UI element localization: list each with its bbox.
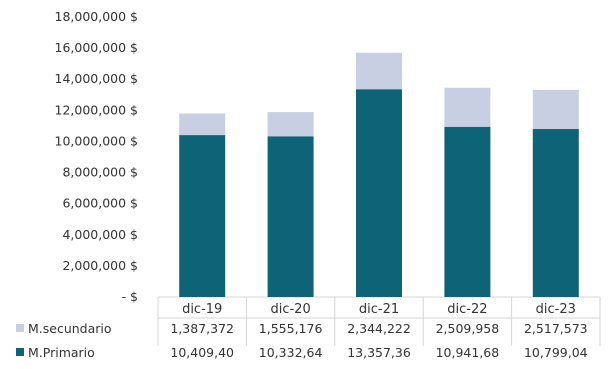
category-label: dic-21 bbox=[359, 302, 399, 317]
category-label: dic-20 bbox=[270, 302, 310, 317]
data-label: 10,409,40 bbox=[170, 345, 234, 360]
bar-secundario bbox=[444, 87, 491, 127]
y-axis: - $ 2,000,000 $ 4,000,000 $ 6,000,000 $ 8,00… bbox=[55, 9, 139, 304]
data-label: 1,555,176 bbox=[259, 321, 323, 336]
data-label: 2,509,958 bbox=[436, 321, 500, 336]
y-tick-label: 10,000,000 $ bbox=[55, 133, 139, 148]
legend-label: M.secundario bbox=[28, 321, 112, 336]
category-label: dic-22 bbox=[447, 302, 487, 317]
legend-label: M.Primario bbox=[28, 345, 95, 360]
bar-primario bbox=[267, 136, 314, 297]
bar-primario bbox=[179, 135, 226, 297]
data-label: 13,357,36 bbox=[347, 345, 411, 360]
data-label: 2,344,222 bbox=[347, 321, 411, 336]
bar-primario bbox=[444, 126, 491, 298]
y-tick-label: 12,000,000 $ bbox=[55, 102, 139, 117]
y-tick-label: 2,000,000 $ bbox=[62, 258, 138, 273]
bars bbox=[179, 52, 579, 298]
bar-secundario bbox=[532, 89, 579, 130]
data-label: 10,332,64 bbox=[259, 345, 323, 360]
bar-secundario bbox=[356, 52, 402, 90]
y-tick-label: 6,000,000 $ bbox=[62, 196, 138, 211]
data-label: 10,941,68 bbox=[436, 345, 500, 360]
legend-swatch bbox=[16, 324, 24, 332]
y-tick-label: 16,000,000 $ bbox=[55, 40, 139, 55]
y-tick-label: - $ bbox=[122, 289, 138, 304]
y-tick-label: 18,000,000 $ bbox=[55, 9, 139, 24]
category-label: dic-19 bbox=[182, 302, 222, 317]
bar-secundario bbox=[267, 112, 314, 137]
bar-primario bbox=[356, 89, 402, 297]
data-label: 10,799,04 bbox=[524, 345, 588, 360]
legend-swatch bbox=[16, 348, 24, 356]
bar-primario bbox=[532, 129, 579, 297]
data-label: 1,387,372 bbox=[170, 321, 234, 336]
y-tick-label: 8,000,000 $ bbox=[62, 165, 138, 180]
bar-secundario bbox=[179, 113, 226, 136]
category-label: dic-23 bbox=[536, 302, 576, 317]
data-label: 2,517,573 bbox=[524, 321, 588, 336]
category-labels: dic-19 dic-20 dic-21 dic-22 dic-23 bbox=[182, 302, 576, 317]
data-table: M.secundario 1,387,372 1,555,176 2,344,222 2… bbox=[16, 321, 588, 360]
y-tick-label: 14,000,000 $ bbox=[55, 71, 139, 86]
y-tick-label: 4,000,000 $ bbox=[62, 227, 138, 242]
